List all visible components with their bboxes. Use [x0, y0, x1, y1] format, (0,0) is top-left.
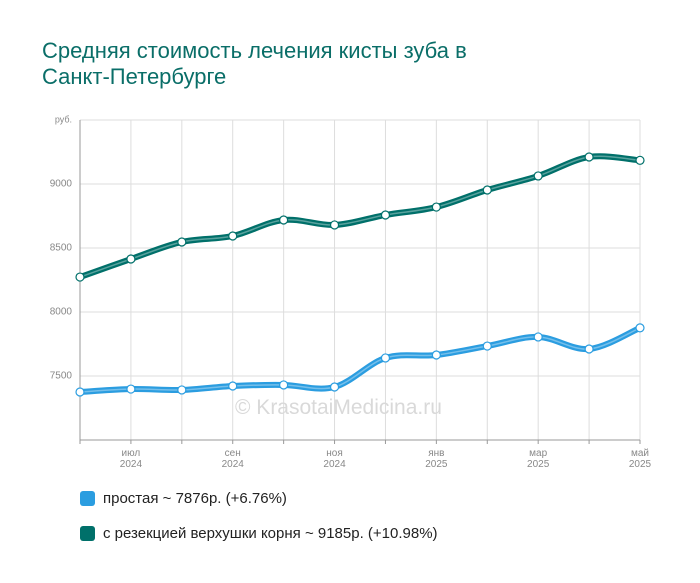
point — [126, 384, 136, 394]
x-tick-label: сен 2024 — [221, 448, 244, 470]
point — [228, 231, 238, 241]
y-tick-label: руб. — [55, 114, 72, 124]
point — [533, 332, 543, 342]
x-tick-label: май 2025 — [628, 448, 652, 470]
point — [431, 202, 441, 212]
point — [75, 272, 85, 282]
point — [533, 171, 543, 181]
point — [482, 185, 492, 195]
y-tick-label: 8500 — [50, 243, 73, 254]
point — [329, 220, 340, 230]
legend-swatch — [80, 491, 95, 506]
point — [329, 382, 340, 392]
point — [75, 387, 85, 397]
y-tick-label: 9000 — [50, 179, 73, 190]
legend-swatch — [80, 526, 95, 541]
point — [431, 350, 441, 360]
y-tick-label: 8000 — [50, 307, 73, 318]
point — [584, 152, 594, 162]
point — [380, 210, 391, 220]
point — [584, 344, 594, 354]
point — [177, 237, 187, 247]
point — [177, 385, 187, 395]
series-line-highlight — [79, 327, 641, 393]
y-tick-label: 7500 — [50, 371, 73, 382]
chart-title: Средняя стоимость лечения кисты зуба в С… — [42, 38, 467, 89]
series-line-highlight — [79, 155, 641, 278]
series-line — [77, 324, 643, 395]
point — [635, 323, 645, 333]
point — [279, 215, 289, 225]
legend-label: простая ~ 7876р. (+6.76%) — [103, 490, 287, 507]
x-tick-label: мар 2025 — [527, 448, 550, 470]
series-line — [77, 153, 643, 281]
point — [380, 353, 391, 363]
point — [228, 381, 238, 391]
x-tick-label: июл 2024 — [119, 448, 143, 470]
watermark: © KrasotaiMedicina.ru — [235, 396, 442, 419]
legend-label: с резекцией верхушки корня ~ 9185р. (+10… — [103, 525, 438, 542]
point — [482, 341, 492, 351]
x-tick-label: ноя 2024 — [323, 448, 346, 470]
point — [279, 380, 289, 390]
point — [635, 155, 645, 165]
x-tick-label: янв 2025 — [425, 448, 448, 470]
point — [126, 254, 136, 264]
